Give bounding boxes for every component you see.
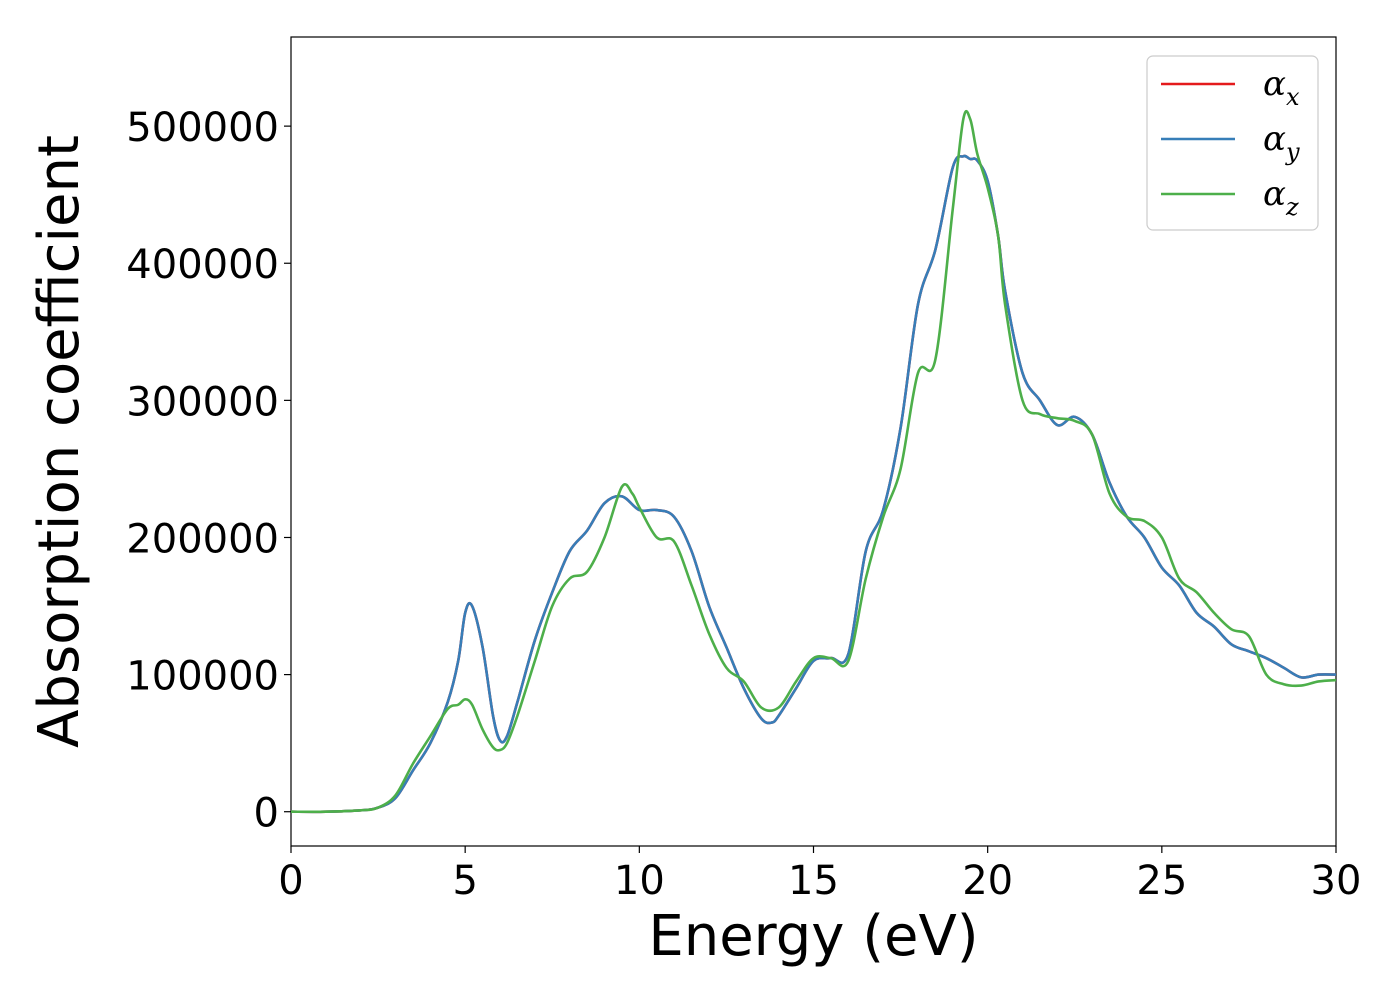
x-tick-label: 30 bbox=[1311, 858, 1362, 904]
x-tick-label: 20 bbox=[962, 858, 1013, 904]
legend: αx αy αz bbox=[1146, 55, 1319, 231]
y-tick-label: 500000 bbox=[126, 105, 279, 151]
x-tick-label: 0 bbox=[278, 858, 303, 904]
x-tick-label: 10 bbox=[614, 858, 665, 904]
legend-box bbox=[1146, 55, 1319, 231]
y-tick-label: 400000 bbox=[126, 242, 279, 288]
series-line-z bbox=[290, 109, 1337, 814]
legend-label-y: αy bbox=[1263, 119, 1300, 166]
y-tick-label: 100000 bbox=[126, 654, 279, 700]
y-axis-title: Absorption coefficient bbox=[27, 135, 92, 748]
series-layer bbox=[290, 109, 1337, 814]
y-tick-label: 300000 bbox=[126, 379, 279, 425]
y-tick-label: 0 bbox=[254, 791, 279, 837]
x-axis: 0 5 10 15 20 25 30 bbox=[278, 846, 1361, 904]
x-tick-label: 15 bbox=[788, 858, 839, 904]
x-tick-label: 5 bbox=[452, 858, 477, 904]
y-axis: 0 100000 200000 300000 400000 500000 bbox=[126, 105, 291, 837]
legend-label-x: αx bbox=[1263, 64, 1300, 111]
x-axis-title: Energy (eV) bbox=[648, 904, 978, 969]
x-tick-label: 25 bbox=[1136, 858, 1187, 904]
legend-label-z: αz bbox=[1263, 174, 1299, 221]
y-tick-label: 200000 bbox=[126, 516, 279, 562]
series-line-y bbox=[290, 154, 1337, 814]
